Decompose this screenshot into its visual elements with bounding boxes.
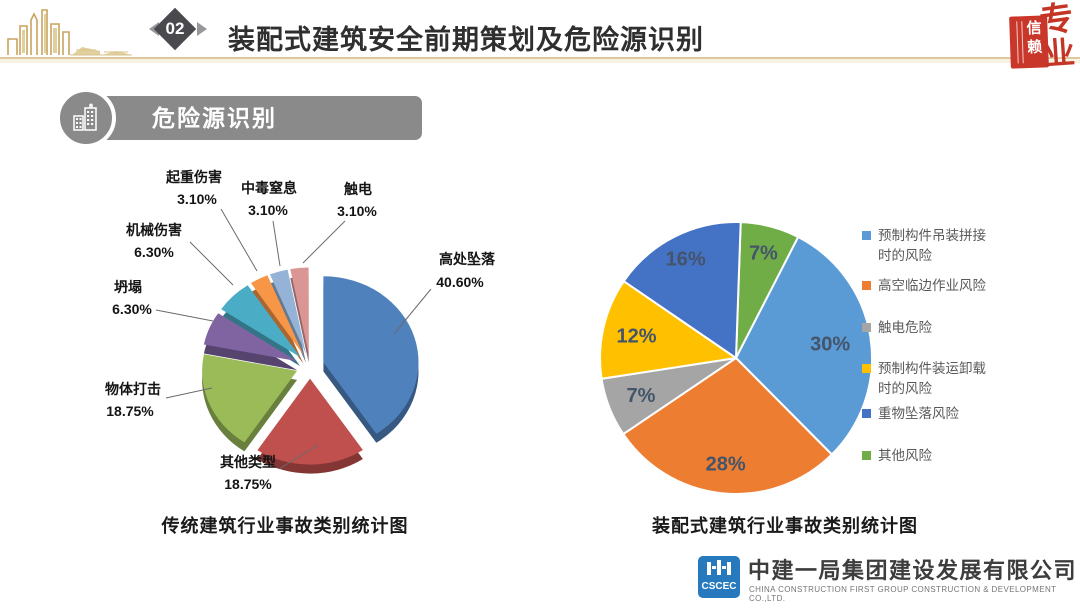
percent-label: 7% (627, 385, 656, 407)
legend-item: 预制构件吊装拼接 时的风险 (862, 226, 1077, 267)
slice-value: 18.75% (106, 403, 154, 419)
pie-slice (202, 354, 298, 443)
building-icon (73, 103, 97, 131)
legend-marker (862, 231, 871, 240)
slice-label: 其他类型 (220, 454, 276, 470)
section-number: 02 (165, 19, 185, 38)
seal-stamp-icon: 信赖 专 业 (1004, 0, 1077, 78)
percent-label: 30% (810, 333, 850, 355)
slice-label: 物体打击 (105, 381, 161, 397)
right-chart-caption: 装配式建筑行业事故类别统计图 (652, 516, 918, 536)
cscec-logo-text: CSCEC (701, 581, 736, 592)
legend-marker (862, 450, 871, 460)
pie-slice (251, 275, 304, 355)
left-chart-caption: 传统建筑行业事故类别统计图 (161, 516, 409, 536)
leader-line (165, 387, 213, 399)
legend-item: 高空临边作业风险 (862, 276, 1077, 296)
legend-item: 其他风险 (862, 446, 1077, 466)
legend-item: 触电危险 (862, 318, 1077, 338)
traditional-accidents-pie-chart: 高处坠落 40.60% 其他类型 18.75% 物体打击 18.75% 坍塌 6.30% 机械伤… (105, 169, 496, 492)
company-name-en: CHINA CONSTRUCTION FIRST GROUP CONSTRUCT… (749, 585, 1057, 603)
company-name-cn: 中建一局集团建设发展有限公司 (748, 558, 1078, 583)
slice-label: 中毒窒息 (241, 180, 297, 196)
pie-slice (221, 285, 301, 358)
cscec-logo-icon: CSCEC (698, 556, 740, 598)
percent-label: 12% (616, 325, 656, 347)
pie-slice (622, 221, 742, 359)
pie-slice (735, 236, 873, 456)
leader-line (393, 288, 432, 335)
pie-slice (323, 276, 419, 434)
slice-value: 40.60% (436, 274, 484, 290)
legend-item: 重物坠落风险 (862, 404, 1077, 424)
section-header: 危险源识别 (100, 96, 422, 140)
legend-label: 预制构件装运卸载 时的风险 (878, 361, 986, 397)
pie-slice (203, 313, 298, 362)
legend-label: 预制构件吊装拼接 时的风险 (878, 228, 986, 264)
legend-label: 其他风险 (878, 447, 932, 463)
section-number-badge: 02 (153, 7, 197, 51)
leader-line (278, 444, 319, 470)
slice-value: 3.10% (337, 203, 377, 219)
pie-slice (290, 267, 309, 354)
section-header-label: 危险源识别 (152, 105, 277, 131)
legend-label: 高空临边作业风险 (878, 277, 986, 293)
slice-label: 起重伤害 (165, 169, 222, 185)
prefab-risks-pie-chart: 7% 30% 28% 7% 12% 16% (599, 221, 873, 495)
leader-line (272, 220, 281, 267)
slice-label: 高处坠落 (439, 251, 496, 267)
header-accent-band (0, 59, 1080, 63)
legend-marker (862, 280, 871, 290)
percent-label: 28% (706, 454, 746, 476)
pie-slice (622, 357, 833, 495)
page-title: 装配式建筑安全前期策划及危险源识别 (228, 25, 704, 55)
legend-label: 触电危险 (878, 319, 932, 335)
legend-marker (862, 408, 871, 418)
slice-value: 3.10% (177, 191, 217, 207)
percent-label: 16% (666, 249, 706, 271)
section-header-circle (56, 88, 116, 148)
slice-value: 3.10% (248, 202, 288, 218)
leader-line (189, 241, 234, 286)
percent-label: 7% (749, 243, 778, 265)
leader-line (155, 309, 214, 322)
gold-skyline-icon (7, 9, 132, 56)
pie-slice (599, 280, 737, 380)
slice-value: 6.30% (112, 301, 152, 317)
slice-value: 6.30% (134, 244, 174, 260)
leader-line (302, 220, 346, 264)
slice-label: 坍塌 (114, 279, 142, 295)
legend-item: 预制构件装运卸载 时的风险 (862, 359, 1077, 400)
slice-label: 触电 (343, 181, 372, 197)
slice-label: 机械伤害 (126, 222, 182, 238)
badge-right-wing (197, 22, 207, 36)
legend-marker (862, 364, 871, 373)
leader-line (220, 208, 258, 272)
pie-legend: 预制构件吊装拼接 时的风险高空临边作业风险 触电危险预制构件装运卸载 时的风险重物… (862, 226, 1077, 475)
legend-label: 重物坠落风险 (878, 405, 959, 421)
pie-slice (269, 269, 306, 354)
legend-marker (862, 322, 871, 332)
slice-value: 18.75% (224, 476, 272, 492)
pie-slice (257, 378, 363, 465)
seal-char-bottom: 业 (1042, 34, 1077, 73)
